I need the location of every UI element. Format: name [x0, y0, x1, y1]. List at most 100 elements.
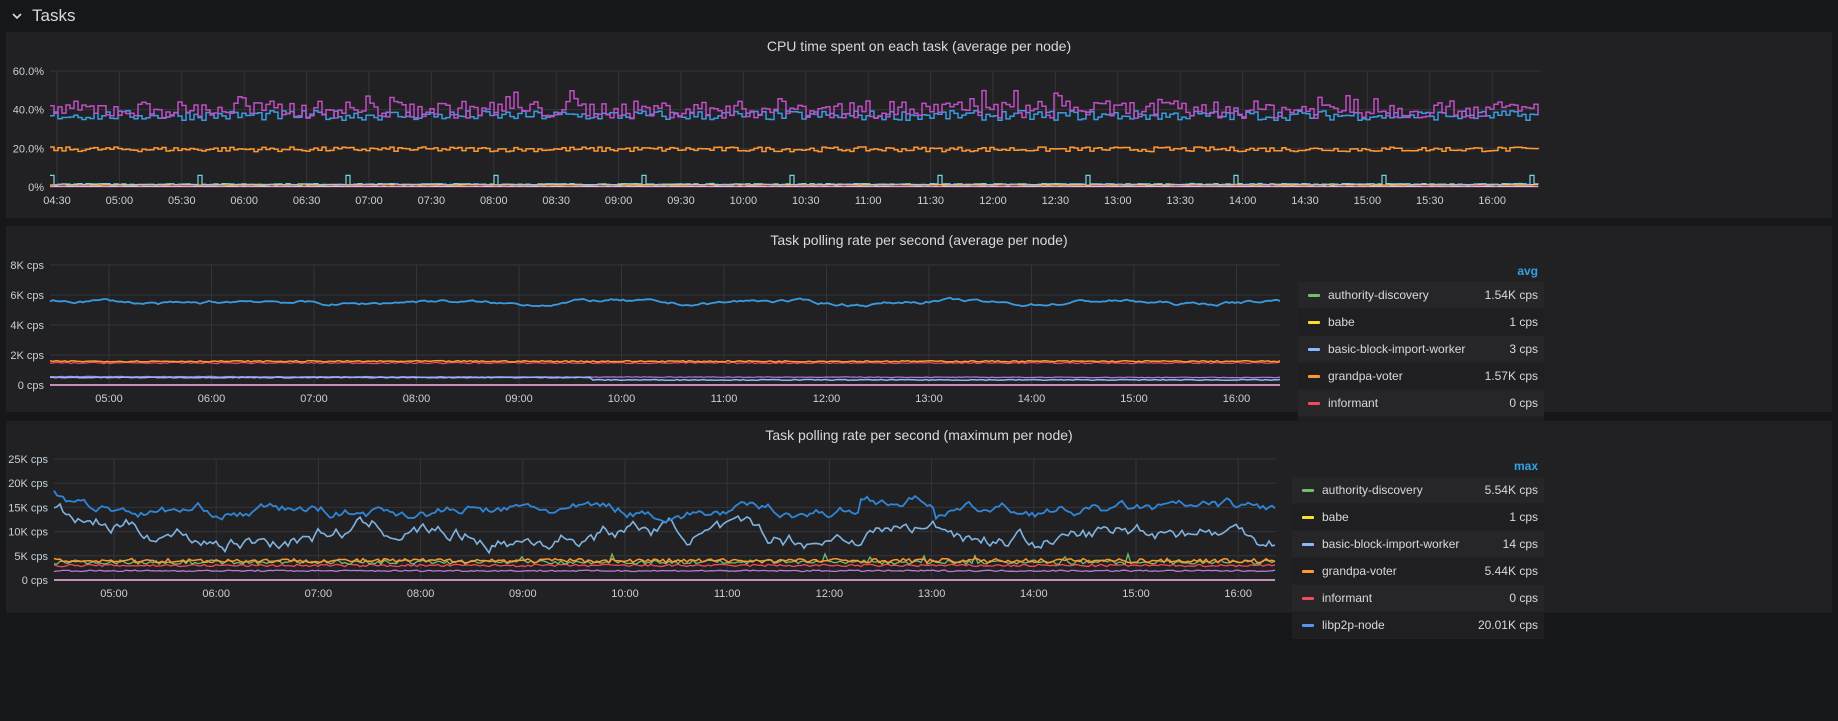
legend-item[interactable]: authority-discovery 5.54K cps	[1292, 477, 1544, 504]
x-tick-label: 12:30	[1042, 195, 1070, 207]
x-tick-label: 08:00	[480, 195, 508, 207]
series-line[interactable]	[49, 296, 1281, 308]
series-color-swatch[interactable]	[1308, 293, 1320, 297]
y-tick-label: 40.0%	[13, 105, 44, 117]
legend-item-name: babe	[1322, 510, 1349, 524]
panel-title[interactable]: Task polling rate per second (maximum pe…	[765, 427, 1073, 443]
x-tick-label: 11:00	[714, 588, 741, 600]
legend-item-name: libp2p-node	[1322, 618, 1385, 632]
series-color-swatch[interactable]	[1302, 515, 1314, 519]
series-color-swatch[interactable]	[1308, 320, 1320, 324]
x-tick-label: 05:00	[100, 588, 128, 600]
legend-item[interactable]: grandpa-voter 5.44K cps	[1292, 558, 1544, 585]
x-tick-label: 15:00	[1120, 393, 1148, 405]
x-tick-label: 09:30	[667, 195, 695, 207]
legend-item-value: 5.54K cps	[1484, 483, 1538, 497]
x-tick-label: 10:00	[608, 393, 636, 405]
legend-item[interactable]: authority-discovery 1.54K cps	[1298, 282, 1544, 309]
legend-header[interactable]: max	[1513, 459, 1538, 473]
x-tick-label: 14:00	[1229, 195, 1257, 207]
series-line[interactable]	[50, 375, 1281, 379]
legend-header[interactable]: avg	[1517, 264, 1538, 278]
series-line[interactable]	[49, 361, 1281, 365]
legend-item-name: informant	[1322, 591, 1373, 605]
x-tick-label: 11:30	[917, 195, 944, 207]
x-tick-label: 15:30	[1416, 195, 1444, 207]
legend-item[interactable]: babe 1 cps	[1298, 309, 1544, 336]
x-tick-label: 05:30	[168, 195, 196, 207]
x-tick-label: 10:00	[611, 588, 639, 600]
legend-item-value: 1 cps	[1509, 510, 1538, 524]
series-line[interactable]	[50, 109, 1539, 122]
series-line[interactable]	[53, 563, 1276, 568]
legend-item[interactable]: informant 0 cps	[1298, 390, 1544, 417]
legend-avg: avg authority-discovery 1.54K cps babe 1 cp…	[1298, 260, 1544, 444]
legend-item[interactable]: libp2p-node 20.01K cps	[1292, 612, 1544, 639]
legend-item-value: 14 cps	[1502, 537, 1538, 551]
series-color-swatch[interactable]	[1302, 488, 1314, 492]
panel-max-polling-rate[interactable]: Task polling rate per second (maximum pe…	[6, 421, 1832, 639]
series-line[interactable]	[50, 89, 1539, 120]
x-tick-label: 06:30	[293, 195, 321, 207]
x-tick-label: 05:00	[95, 393, 123, 405]
x-tick-label: 09:00	[605, 195, 633, 207]
legend-item-name: informant	[1328, 396, 1379, 410]
series-line[interactable]	[49, 359, 1281, 363]
y-tick-label: 8K cps	[10, 260, 44, 272]
x-tick-label: 12:00	[816, 588, 844, 600]
x-tick-label: 13:00	[915, 393, 943, 405]
series-line[interactable]	[53, 551, 1276, 566]
legend-item[interactable]: basic-block-import-worker 14 cps	[1292, 531, 1544, 558]
x-tick-label: 16:00	[1224, 588, 1252, 600]
row-header[interactable]: Tasks	[0, 0, 1838, 32]
series-color-swatch[interactable]	[1302, 569, 1314, 573]
panel-title[interactable]: Task polling rate per second (average pe…	[770, 232, 1068, 248]
y-tick-label: 4K cps	[10, 320, 44, 332]
cpu-time-chart[interactable]: 0% 20.0% 40.0% 60.0% 04:30 05:00 05:30 06:00 06:…	[6, 32, 1832, 218]
series-line[interactable]	[53, 569, 1276, 573]
panel-cpu-time[interactable]: CPU time spent on each task (average per…	[6, 32, 1832, 218]
y-tick-label: 60.0%	[13, 66, 44, 78]
series-color-swatch[interactable]	[1302, 596, 1314, 600]
series-line[interactable]	[50, 174, 1539, 186]
legend-item-name: grandpa-voter	[1322, 564, 1397, 578]
x-tick-label: 04:30	[43, 195, 71, 207]
series-color-swatch[interactable]	[1308, 374, 1320, 378]
series-color-swatch[interactable]	[1308, 347, 1320, 351]
x-tick-label: 09:00	[505, 393, 533, 405]
panel-title[interactable]: CPU time spent on each task (average per…	[766, 38, 1072, 54]
series-line[interactable]	[50, 184, 1539, 187]
series-line[interactable]	[53, 490, 1276, 524]
legend-item[interactable]: babe 1 cps	[1292, 504, 1544, 531]
legend-item-value: 20.01K cps	[1477, 618, 1538, 632]
legend-item-value: 1.54K cps	[1484, 288, 1538, 302]
series-color-swatch[interactable]	[1302, 542, 1314, 546]
x-tick-label: 08:00	[407, 588, 435, 600]
avg-polling-chart[interactable]: 0 cps 2K cps 4K cps 6K cps 8K cps 05:00 06:00 0…	[6, 226, 1296, 412]
legend-item[interactable]: informant 0 cps	[1292, 585, 1544, 612]
y-tick-label: 20K cps	[8, 478, 48, 490]
max-polling-chart[interactable]: 0 cps 5K cps 10K cps 15K cps 20K cps 25K cps 0…	[6, 421, 1292, 613]
x-tick-label: 13:00	[918, 588, 946, 600]
series-line[interactable]	[50, 146, 1539, 153]
series-color-swatch[interactable]	[1308, 401, 1320, 405]
x-tick-label: 12:00	[979, 195, 1007, 207]
x-tick-label: 06:00	[230, 195, 258, 207]
chevron-down-icon[interactable]	[10, 9, 24, 23]
x-tick-label: 08:30	[542, 195, 570, 207]
y-tick-label: 15K cps	[8, 502, 48, 514]
series-line[interactable]	[53, 502, 1276, 555]
legend-item[interactable]: grandpa-voter 1.57K cps	[1298, 363, 1544, 390]
legend-item[interactable]: basic-block-import-worker 3 cps	[1298, 336, 1544, 363]
y-tick-label: 6K cps	[10, 290, 44, 302]
series-line[interactable]	[53, 557, 1276, 564]
y-tick-label: 0%	[28, 182, 44, 194]
x-tick-label: 14:00	[1020, 588, 1048, 600]
series-color-swatch[interactable]	[1302, 623, 1314, 627]
y-tick-label: 2K cps	[10, 350, 44, 362]
x-tick-label: 10:30	[792, 195, 820, 207]
x-tick-label: 06:00	[202, 588, 230, 600]
panel-avg-polling-rate[interactable]: Task polling rate per second (average pe…	[6, 226, 1832, 444]
series-line[interactable]	[49, 376, 1281, 382]
x-tick-label: 15:00	[1354, 195, 1382, 207]
